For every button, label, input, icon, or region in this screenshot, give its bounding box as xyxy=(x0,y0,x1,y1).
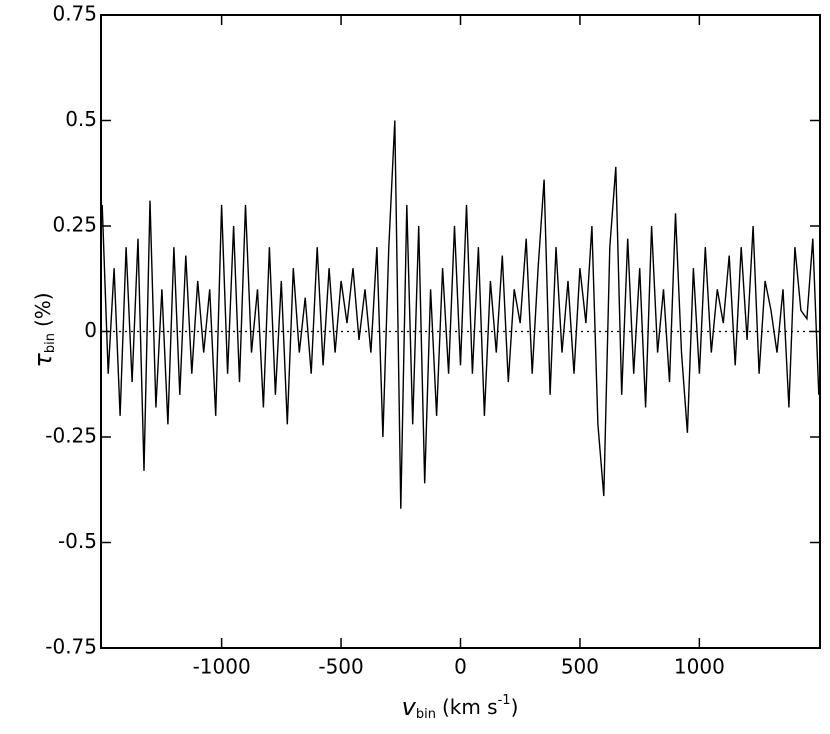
y-tick-label: 0.25 xyxy=(52,213,97,237)
x-tick-label: 500 xyxy=(561,655,599,679)
data-line xyxy=(101,120,820,509)
y-tick-label: 0.75 xyxy=(52,2,97,26)
y-tick-label: -0.5 xyxy=(58,529,97,553)
x-tick-label: -500 xyxy=(318,655,363,679)
y-tick-label: -0.75 xyxy=(45,635,97,659)
x-label-superscript: -1 xyxy=(498,693,511,708)
y-tick-label: 0.5 xyxy=(65,107,97,131)
x-label-close: ) xyxy=(511,695,519,719)
plot-frame xyxy=(100,14,821,649)
x-tick-label: 0 xyxy=(454,655,467,679)
y-tick-label: 0 xyxy=(84,318,97,342)
x-label-subscript: bin xyxy=(416,707,436,722)
y-tick-label: -0.25 xyxy=(45,424,97,448)
x-tick-label: -1000 xyxy=(193,655,251,679)
y-axis-label: τbin (%) xyxy=(29,292,58,367)
x-tick-label: 1000 xyxy=(674,655,725,679)
y-label-symbol: τ xyxy=(29,353,57,368)
y-label-subscript: bin xyxy=(43,333,58,353)
x-axis-label: vbin (km s-1) xyxy=(402,693,519,722)
y-label-unit: (%) xyxy=(31,292,55,327)
x-label-symbol: v xyxy=(402,693,417,721)
x-label-unit: (km s xyxy=(442,695,498,719)
